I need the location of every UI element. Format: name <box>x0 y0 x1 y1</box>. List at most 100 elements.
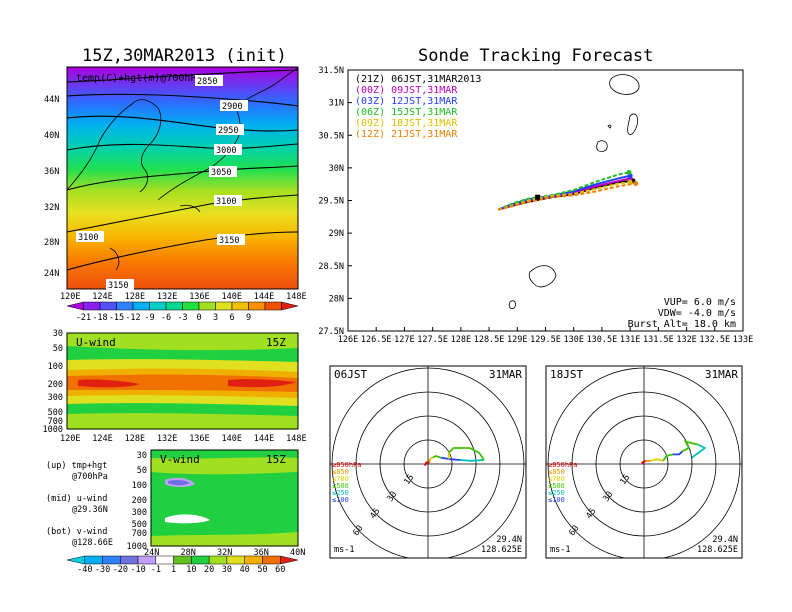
colorbar-swatch <box>120 555 139 565</box>
vwind-pressure-tick: 100 <box>132 481 147 491</box>
contour-label: 3150 <box>219 236 239 246</box>
map-lon-tick: 120E <box>60 292 80 302</box>
map-lon-tick: 128E <box>125 292 145 302</box>
map-frame <box>66 66 299 290</box>
track-lat-tick: 31N <box>329 99 344 109</box>
hodograph-ring-label: 60 <box>351 524 365 538</box>
map-lat-tick: 32N <box>44 203 59 213</box>
vwind-lat-tick: 32N <box>217 548 232 558</box>
map-lon-tick: 132E <box>157 292 177 302</box>
hodograph-trace <box>672 450 684 456</box>
vwind-frame <box>150 449 299 547</box>
colorbar-swatch <box>149 301 167 311</box>
colorbar-swatch <box>116 301 134 311</box>
colorbar-swatch <box>215 301 233 311</box>
temp-field <box>67 67 298 289</box>
temp-map-panel: temp(C)+hgt(m)@700hPa 2850 2900 2950 3000 30… <box>44 66 307 302</box>
uwind-jet-core <box>78 379 296 388</box>
colorbar-swatch <box>83 301 101 311</box>
colorbar-label: -15 <box>109 313 124 323</box>
hodograph-trace <box>650 458 664 462</box>
colorbar-label: 3 <box>213 313 218 323</box>
hodograph-ring-label: 45 <box>584 507 598 521</box>
colorbar-swatch <box>262 555 281 565</box>
contour-label: 2900 <box>222 102 242 112</box>
uwind-time: 15Z <box>266 336 286 349</box>
contour-label: 3150 <box>108 281 128 291</box>
track-endpoint <box>627 179 633 185</box>
contour-labels: 2850 2900 2950 3000 3050 3100 3100 3150 3150 <box>76 75 248 291</box>
track-endpoint <box>633 181 639 187</box>
track-legend-entry: (12Z) 21JST,31MAR <box>355 129 458 140</box>
track-lon-tick: 133E <box>733 335 753 345</box>
track-lon-tick: 129E <box>507 335 527 345</box>
colorbar-swatch <box>102 555 121 565</box>
hodograph-date: 31MAR <box>489 368 522 381</box>
hodograph-ring-label: 30 <box>601 490 615 504</box>
vwind-pressure-tick: 700 <box>132 529 147 539</box>
side-notes: (up) tmp+hgt@700hPa (mid) u-wind@29.36N (b… <box>46 461 113 548</box>
map-lat-tick: 36N <box>44 167 59 177</box>
colorbar-label: 0 <box>196 313 201 323</box>
track-frame <box>347 69 744 332</box>
colorbar-swatch <box>132 301 150 311</box>
track-legend-entry: (03Z) 12JST,31MAR <box>355 96 458 107</box>
vwind-time: 15Z <box>266 453 286 466</box>
map-lat-ticks: 44N 40N 36N 32N 28N 24N <box>44 95 59 279</box>
track-lat-tick: 29N <box>329 229 344 239</box>
track-lon-tick: 131.5E <box>643 335 674 345</box>
map-lat-tick: 28N <box>44 238 59 248</box>
uwind-lon-tick: 120E <box>60 434 80 444</box>
hodograph-subtitle: 18JST <box>550 368 583 381</box>
track-legend-entry: (09Z) 18JST,31MAR <box>355 118 458 129</box>
hodograph-lon: 128.625E <box>697 545 738 555</box>
colorbar-label: -30 <box>95 565 110 575</box>
track-param: Burst Alt= 18.0 km <box>628 319 736 330</box>
uwind-band-dark <box>67 374 298 392</box>
uwind-label: U-wind <box>76 336 116 349</box>
uwind-pressure-tick: 100 <box>48 362 63 372</box>
track-panel: 31.5N 31N 30.5N 30N 29.5N 29N 28.5N 28N 27.5N 12… <box>318 66 753 345</box>
map-lon-tick: 136E <box>189 292 209 302</box>
contour-label: 3050 <box>211 168 231 178</box>
hodograph-trace <box>640 459 647 465</box>
colorbar-label: 6 <box>229 313 234 323</box>
uwind-lon-tick: 136E <box>189 434 209 444</box>
track-line <box>497 181 631 211</box>
colorbar-swatch <box>137 555 157 565</box>
colorbar-label: 40 <box>240 565 250 575</box>
vwind-pressure-tick: 200 <box>132 496 147 506</box>
colorbar-swatch <box>279 555 299 565</box>
side-note-line: @128.66E <box>72 538 113 548</box>
contour-label-bg <box>216 124 244 135</box>
track-lon-tick: 127.5E <box>417 335 448 345</box>
launch-marker <box>535 194 541 200</box>
hodograph-subtitle: 06JST <box>334 368 367 381</box>
contour-label: 3100 <box>78 233 98 243</box>
colorbar-label: -21 <box>76 313 91 323</box>
hodograph-trace <box>423 461 430 467</box>
hodograph-legend-entry: ≤500 <box>548 482 565 490</box>
track-line <box>497 171 630 211</box>
track-lon-tick: 130.5E <box>587 335 618 345</box>
track-lon-ticks: 126E 126.5E 127E 127.5E 128E 128.5E 129E 129.5E… <box>338 327 753 345</box>
track-lon-tick: 132E <box>676 335 696 345</box>
colorbar-swatch <box>99 301 117 311</box>
colorbar-label: 10 <box>186 565 196 575</box>
colorbar-swatch <box>165 301 183 311</box>
track-coastlines <box>508 74 640 309</box>
hodograph-trace <box>681 440 699 453</box>
track-lat-tick: 29.5N <box>318 197 344 207</box>
hodograph-trace <box>662 453 674 462</box>
colorbar-label: 9 <box>246 313 251 323</box>
uwind-band-upper <box>67 333 298 351</box>
track-lon-tick: 130E <box>563 335 583 345</box>
track-lon-tick: 126E <box>338 335 358 345</box>
hodograph-trace <box>448 447 485 461</box>
